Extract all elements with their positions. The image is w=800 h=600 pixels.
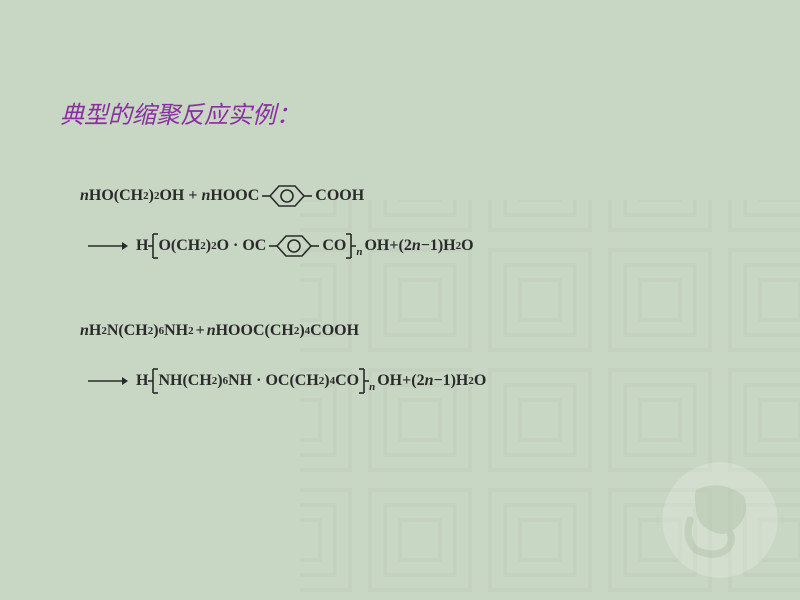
reaction-arrow-2 bbox=[88, 375, 128, 387]
bp1-m: −1)H bbox=[421, 237, 456, 255]
e2-r2c: COOH bbox=[310, 322, 359, 340]
e2-s4: 2 bbox=[188, 325, 194, 337]
bp1-o: O bbox=[461, 237, 473, 255]
equation2-reactants: n H 2 N(CH 2 ) 6 NH 2 + n HOOC(CH 2 ) 4 … bbox=[80, 310, 486, 352]
bracket-close-1 bbox=[346, 231, 356, 261]
p1-start: H bbox=[136, 237, 148, 255]
e2-n2: n bbox=[207, 322, 216, 340]
equation1-products: H O(CH 2 ) 2 O · OC CO n OH + (2 n −1) bbox=[80, 225, 486, 267]
e2-plus: + bbox=[196, 322, 205, 340]
p1-a: O(CH bbox=[158, 237, 200, 255]
bracket-open-2 bbox=[148, 366, 158, 396]
dragon-watermark bbox=[660, 460, 780, 580]
p2-e: CO bbox=[335, 372, 359, 390]
bp1-open: (2 bbox=[398, 237, 411, 255]
p2-c: NH · OC(CH bbox=[228, 372, 319, 390]
plus1: + bbox=[188, 187, 197, 205]
e2-r1a: H bbox=[89, 322, 101, 340]
bracket-open-1 bbox=[148, 231, 158, 261]
benzene-ring-2 bbox=[269, 230, 319, 262]
p2-n: n bbox=[369, 381, 375, 393]
bp2-o: O bbox=[474, 372, 486, 390]
p2-end: OH bbox=[377, 372, 402, 390]
benzene-ring-1 bbox=[262, 180, 312, 212]
bp2-n: n bbox=[425, 372, 434, 390]
p2-start: H bbox=[136, 372, 148, 390]
equation1-reactants: n HO(CH 2 ) 2 OH + n HOOC COOH bbox=[80, 175, 486, 217]
reaction-arrow-1 bbox=[88, 240, 128, 252]
p1-n: n bbox=[356, 246, 362, 258]
r2-left: HOOC bbox=[210, 187, 259, 205]
r1-a: HO(CH bbox=[89, 187, 143, 205]
e2-r1b: N(CH bbox=[107, 322, 148, 340]
r1-c: OH bbox=[159, 187, 184, 205]
p1-end: OH bbox=[364, 237, 389, 255]
bp1-plus: + bbox=[389, 237, 398, 255]
bp2-m: −1)H bbox=[433, 372, 468, 390]
bp1-n: n bbox=[412, 237, 421, 255]
bp2-open: (2 bbox=[411, 372, 424, 390]
equations-block: n HO(CH 2 ) 2 OH + n HOOC COOH H O(CH 2 … bbox=[80, 175, 486, 410]
r2-right: COOH bbox=[315, 187, 364, 205]
coeff-n2: n bbox=[201, 187, 210, 205]
bp2-plus: + bbox=[402, 372, 411, 390]
e2-r1d: NH bbox=[164, 322, 188, 340]
bracket-close-2 bbox=[359, 366, 369, 396]
e2-n1: n bbox=[80, 322, 89, 340]
slide-title: 典型的缩聚反应实例： bbox=[60, 95, 300, 130]
p1-c: O · OC bbox=[217, 237, 267, 255]
e2-r2a: HOOC(CH bbox=[216, 322, 294, 340]
p2-a: NH(CH bbox=[158, 372, 211, 390]
coeff-n: n bbox=[80, 187, 89, 205]
equation2-products: H NH(CH 2 ) 6 NH · OC(CH 2 ) 4 CO n OH +… bbox=[80, 360, 486, 402]
p1-d: CO bbox=[322, 237, 346, 255]
